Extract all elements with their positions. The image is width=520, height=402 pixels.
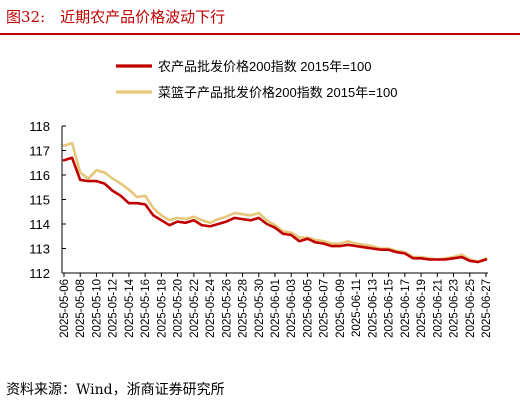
legend-label-1: 农产品批发价格200指数 2015年=100 [158,59,372,74]
title-underline [0,33,520,35]
x-tick-label: 2025-06-09 [335,279,347,338]
y-tick-label: 118 [29,119,50,134]
x-tick-label: 2025-06-07 [319,279,331,338]
x-tick-label: 2025-06-05 [302,279,314,338]
y-tick-label: 117 [29,144,50,159]
y-tick-label: 116 [29,168,50,183]
x-tick-label: 2025-05-10 [91,279,103,338]
x-tick-label: 2025-06-01 [270,279,282,338]
x-tick-label: 2025-06-19 [416,279,428,338]
x-tick-label: 2025-06-23 [449,279,461,338]
legend-label-2: 菜篮子产品批发价格200指数 2015年=100 [158,85,398,100]
series-line-1 [62,156,488,264]
source-note: 资料来源：Wind，浙商证券研究所 [6,382,225,398]
x-tick-label: 2025-06-25 [465,279,477,338]
x-tick-label: 2025-05-14 [124,278,136,337]
y-tick-label: 114 [29,217,50,232]
x-tick-label: 2025-05-28 [238,279,250,338]
x-tick-label: 2025-05-26 [221,279,233,338]
x-tick-label: 2025-05-08 [75,279,87,338]
figure-title: 图32: 近期农产品价格波动下行 [6,8,226,26]
x-tick-label: 2025-06-03 [286,279,298,338]
y-tick-label: 113 [29,242,50,257]
x-tick-label: 2025-05-22 [189,279,201,338]
figure-header: 图32: 近期农产品价格波动下行 [0,0,520,40]
x-tick-label: 2025-06-27 [481,279,493,338]
y-tick-label: 115 [29,193,50,208]
x-tick-label: 2025-06-13 [367,279,379,338]
x-tick-label: 2025-06-17 [400,279,412,338]
x-tick-label: 2025-06-21 [432,279,444,338]
x-tick-label: 2025-05-18 [156,279,168,338]
x-tick-label: 2025-05-16 [140,279,152,338]
x-tick-label: 2025-06-11 [351,279,363,337]
x-tick-label: 2025-05-12 [108,279,120,338]
x-tick-label: 2025-05-30 [254,279,266,338]
x-tick-label: 2025-05-20 [173,279,185,338]
y-tick-label: 112 [29,266,50,281]
x-tick-label: 2025-05-24 [205,278,217,337]
x-tick-label: 2025-06-15 [384,279,396,338]
x-tick-label: 2025-05-06 [59,279,71,338]
